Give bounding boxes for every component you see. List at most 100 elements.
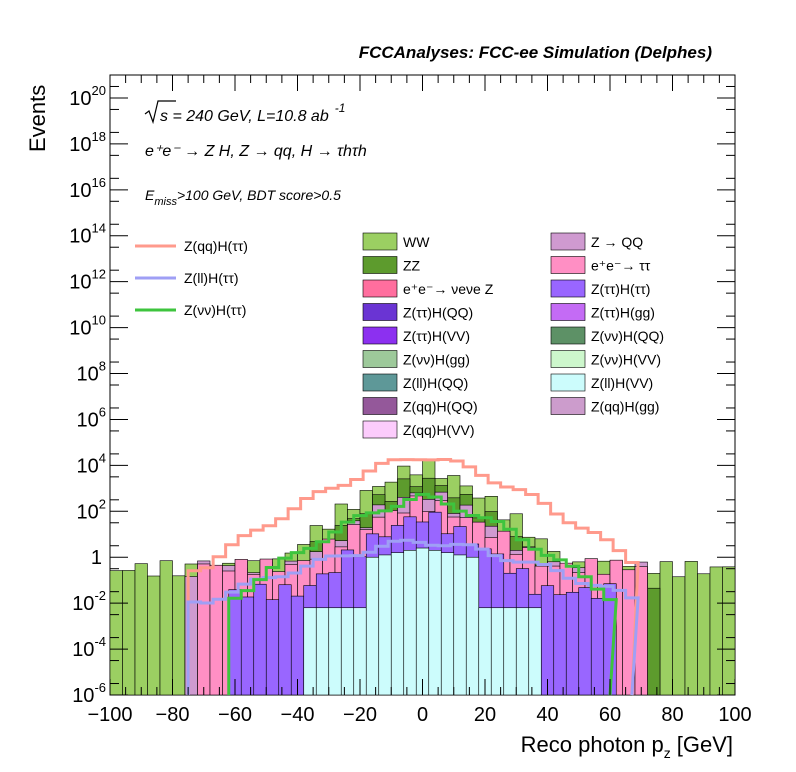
bar [278, 584, 292, 696]
signal-line-0 [186, 457, 640, 696]
x-tick-label: −40 [281, 704, 315, 726]
bar [134, 563, 148, 696]
bar [540, 585, 555, 696]
legend-label: Z(νν)H(ττ) [184, 302, 246, 318]
x-tick-label: −60 [218, 704, 252, 726]
bar [709, 566, 723, 696]
legend-swatch [362, 397, 398, 415]
bar [159, 560, 173, 696]
legend-swatch [362, 303, 398, 321]
y-tick-label: 104 [77, 450, 106, 477]
legend-swatch [550, 326, 586, 345]
bar [209, 564, 223, 696]
background-legend: WW Z → QQ ZZ e⁺e⁻→ ττ e⁺e⁻→ νeνe Z Z(ττ)H(ττ)… [362, 232, 664, 439]
bar [147, 575, 161, 696]
y-axis-title: Events [25, 85, 50, 152]
legend-label: WW [403, 234, 430, 250]
bar [453, 554, 467, 696]
legend-label: Z(ll)H(QQ) [403, 375, 468, 391]
bar [403, 550, 417, 696]
y-tick-label: 102 [77, 496, 106, 523]
x-tick-label: 0 [417, 704, 428, 726]
bar [465, 556, 480, 696]
x-tick-label: −20 [343, 704, 377, 726]
legend-label: Z → QQ [591, 234, 643, 250]
x-tick-label: 100 [718, 704, 751, 726]
bar [303, 607, 317, 696]
legend-label: Z(qq)H(ττ) [184, 238, 248, 254]
legend-label: Z(ll)H(ττ) [184, 270, 239, 286]
bar [197, 563, 211, 696]
legend-swatch [550, 350, 586, 368]
bar [528, 607, 542, 696]
y-tick-label: 1016 [69, 175, 106, 202]
bar [328, 607, 342, 696]
bar [440, 552, 455, 696]
legend-swatch [550, 279, 586, 298]
bar [415, 547, 430, 696]
energy-annotation: s = 240 GeV, L=10.8 ab -1 [160, 101, 345, 125]
legend-label: Z(qq)H(gg) [591, 399, 659, 415]
legend-swatch [362, 232, 398, 251]
bar [340, 607, 355, 696]
bar [722, 566, 736, 696]
y-tick-label: 10-2 [72, 588, 106, 615]
x-tick-label: 40 [536, 704, 558, 726]
bar [553, 594, 567, 696]
y-tick-label: 1014 [69, 221, 106, 248]
bar [265, 599, 280, 696]
bar [109, 570, 123, 696]
legend-label: e⁺e⁻→ νeνe Z [403, 281, 494, 297]
bar [578, 587, 592, 696]
legend-label: Z(νν)H(QQ) [591, 328, 664, 344]
bar [590, 598, 605, 696]
legend-swatch [362, 326, 398, 345]
bar [253, 583, 267, 696]
legend-swatch [550, 256, 586, 274]
legend-swatch [362, 350, 398, 368]
y-tick-label: 10-4 [72, 634, 106, 661]
legend-label: Z(νν)H(gg) [403, 352, 470, 368]
x-axis-title-main: Reco photon p [521, 732, 664, 757]
bar [122, 570, 136, 696]
legend-swatch [362, 256, 398, 274]
y-tick-label: 10-6 [72, 680, 106, 707]
legend-label: Z(ll)H(VV) [591, 375, 653, 391]
legend-swatch [550, 373, 586, 392]
x-axis-title-sub: z [664, 745, 671, 761]
process-annotation: e⁺e⁻ → Z H, Z → qq, H → τhτh [145, 143, 367, 160]
stack-Z(ll)H(VV) [303, 547, 542, 696]
y-tick-label: 108 [77, 359, 106, 386]
legend-label: Z(ττ)H(gg) [591, 305, 655, 321]
x-tick-label: −100 [87, 704, 132, 726]
y-tick-label: 1010 [69, 313, 106, 340]
y-tick-label: 1 [91, 547, 102, 569]
bar [315, 607, 330, 696]
legend-label: Z(ττ)H(VV) [403, 328, 470, 344]
bar [515, 607, 530, 696]
bar [378, 554, 392, 696]
sqrt-symbol [144, 100, 176, 125]
x-axis-title-unit: [GeV] [677, 732, 733, 757]
legend-label: Z(ττ)H(ττ) [591, 281, 650, 297]
x-axis-title: Reco photon pz [GeV] [521, 732, 733, 761]
bar [428, 550, 442, 696]
bar [697, 573, 711, 696]
legend-swatch [550, 232, 586, 251]
signal-legend: Z(qq)H(ττ) Z(ll)H(ττ) Z(νν)H(ττ) [135, 238, 248, 318]
legend-label: Z(qq)H(QQ) [403, 399, 478, 415]
x-tick-label: 20 [474, 704, 496, 726]
legend-label: e⁺e⁻→ ττ [591, 258, 651, 274]
bar [240, 596, 255, 696]
legend-label: Z(qq)H(VV) [403, 422, 475, 438]
legend-swatch [550, 397, 586, 415]
legend-label: Z(ττ)H(QQ) [403, 305, 473, 321]
x-tick-label: 80 [661, 704, 683, 726]
axis-ticks: −100 −80 −60 −40 −20 0 20 40 60 80 100 10-6 10-4 10-2… [69, 75, 752, 726]
signal-lines [186, 457, 640, 696]
bar [503, 607, 517, 696]
y-tick-label: 1020 [69, 83, 106, 110]
signal-line-2 [227, 492, 618, 696]
y-tick-label: 1012 [69, 267, 106, 294]
